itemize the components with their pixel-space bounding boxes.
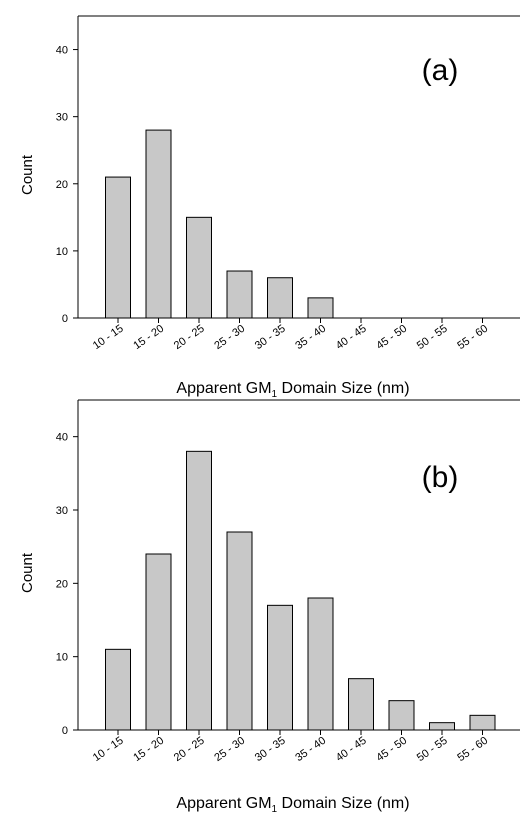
panel-a-x-tick-label: 40 - 45: [334, 323, 369, 352]
panel-b-y-tick-label: 40: [56, 432, 68, 444]
panel-b-bar: [226, 531, 253, 731]
panel-b-bar: [307, 597, 334, 731]
panel-b-x-tick-label: 25 - 30: [212, 735, 247, 764]
panel-a-bar: [105, 176, 131, 319]
panel-a-y-tick-label: 40: [56, 45, 68, 57]
panel-a-y-tick-label: 30: [56, 112, 68, 124]
panel-b-x-tick-label: 20 - 25: [172, 735, 207, 764]
panel-b-y-tick-label: 20: [56, 578, 68, 590]
panel-a-x-tick-label: 25 - 30: [212, 323, 247, 352]
panel-b-x-axis-label-subscript: 1: [272, 804, 278, 815]
panel-a-x-tick-label: 15 - 20: [131, 323, 166, 352]
panel-a-x-axis-label: Apparent GM1 Domain Size (nm): [176, 380, 409, 400]
panel-b-x-axis-label: Apparent GM1 Domain Size (nm): [176, 795, 409, 815]
panel-b-bar: [469, 714, 496, 731]
panel-b-x-axis-label-prefix: Apparent GM: [176, 795, 271, 812]
panel-b-bar: [105, 648, 131, 731]
panel-a-x-tick-label: 35 - 40: [293, 323, 328, 352]
panel-a-x-tick-label: 20 - 25: [172, 323, 207, 352]
panel-b-y-tick-label: 10: [56, 652, 68, 664]
panel-b-chart: 0 10 20 30 40 10 - 15 15 - 20 20 - 25 25 - 30 30 …: [19, 399, 520, 815]
panel-a-bar: [307, 297, 334, 319]
panel-b-bar: [429, 722, 455, 731]
panel-b-bar: [145, 553, 172, 731]
panel-b-x-axis-label-suffix: Domain Size (nm): [277, 795, 409, 812]
panel-a-y-tick-label: 10: [56, 246, 68, 258]
panel-b-panel-label: (b): [422, 461, 459, 494]
panel-a-bar: [226, 270, 253, 319]
panel-a-x-axis-label-suffix: Domain Size (nm): [277, 380, 409, 397]
panel-b-x-tick-label: 40 - 45: [334, 735, 369, 764]
panel-a-bar: [145, 129, 172, 319]
panel-b-x-tick-label: 35 - 40: [293, 735, 328, 764]
panel-a-x-tick-label: 30 - 35: [253, 323, 288, 352]
panel-b-bar: [348, 678, 374, 731]
panel-a-x-tick-label: 55 - 60: [455, 323, 490, 352]
panel-b-y-tick-label: 0: [62, 725, 68, 737]
panel-b-bar: [388, 700, 415, 731]
panel-b-x-tick-label: 30 - 35: [253, 735, 288, 764]
panel-a-x-tick-label: 50 - 55: [415, 323, 450, 352]
panel-a-x-tick-label: 10 - 15: [91, 323, 126, 352]
panel-a-x-tick-label: 45 - 50: [374, 323, 409, 352]
panel-a-chart: 0 10 20 30 40 10 - 15 15 - 20 20 - 25 25 - 30 30 …: [19, 15, 520, 400]
panel-a-bar: [267, 277, 293, 319]
panel-a-panel-label: (a): [422, 54, 459, 87]
panel-a-y-axis-label: Count: [19, 154, 36, 195]
panel-b-x-tick-label: 45 - 50: [374, 735, 409, 764]
panel-a-y-tick-label: 20: [56, 179, 68, 191]
panel-b-x-tick-label: 15 - 20: [131, 735, 166, 764]
panel-b-x-tick-label: 55 - 60: [455, 735, 490, 764]
panel-b-x-tick-label: 50 - 55: [415, 735, 450, 764]
panel-b-x-tick-label: 10 - 15: [91, 735, 126, 764]
panel-a-y-tick-label: 0: [62, 313, 68, 325]
panel-a-x-axis-label-prefix: Apparent GM: [176, 380, 271, 397]
panel-a-bar: [186, 216, 212, 319]
panel-b-bar: [186, 450, 212, 731]
panel-a-x-axis-label-subscript: 1: [272, 389, 278, 400]
panel-b-y-tick-label: 30: [56, 505, 68, 517]
panel-b-bar: [267, 604, 293, 731]
panel-b-y-axis-label: Count: [19, 552, 36, 593]
